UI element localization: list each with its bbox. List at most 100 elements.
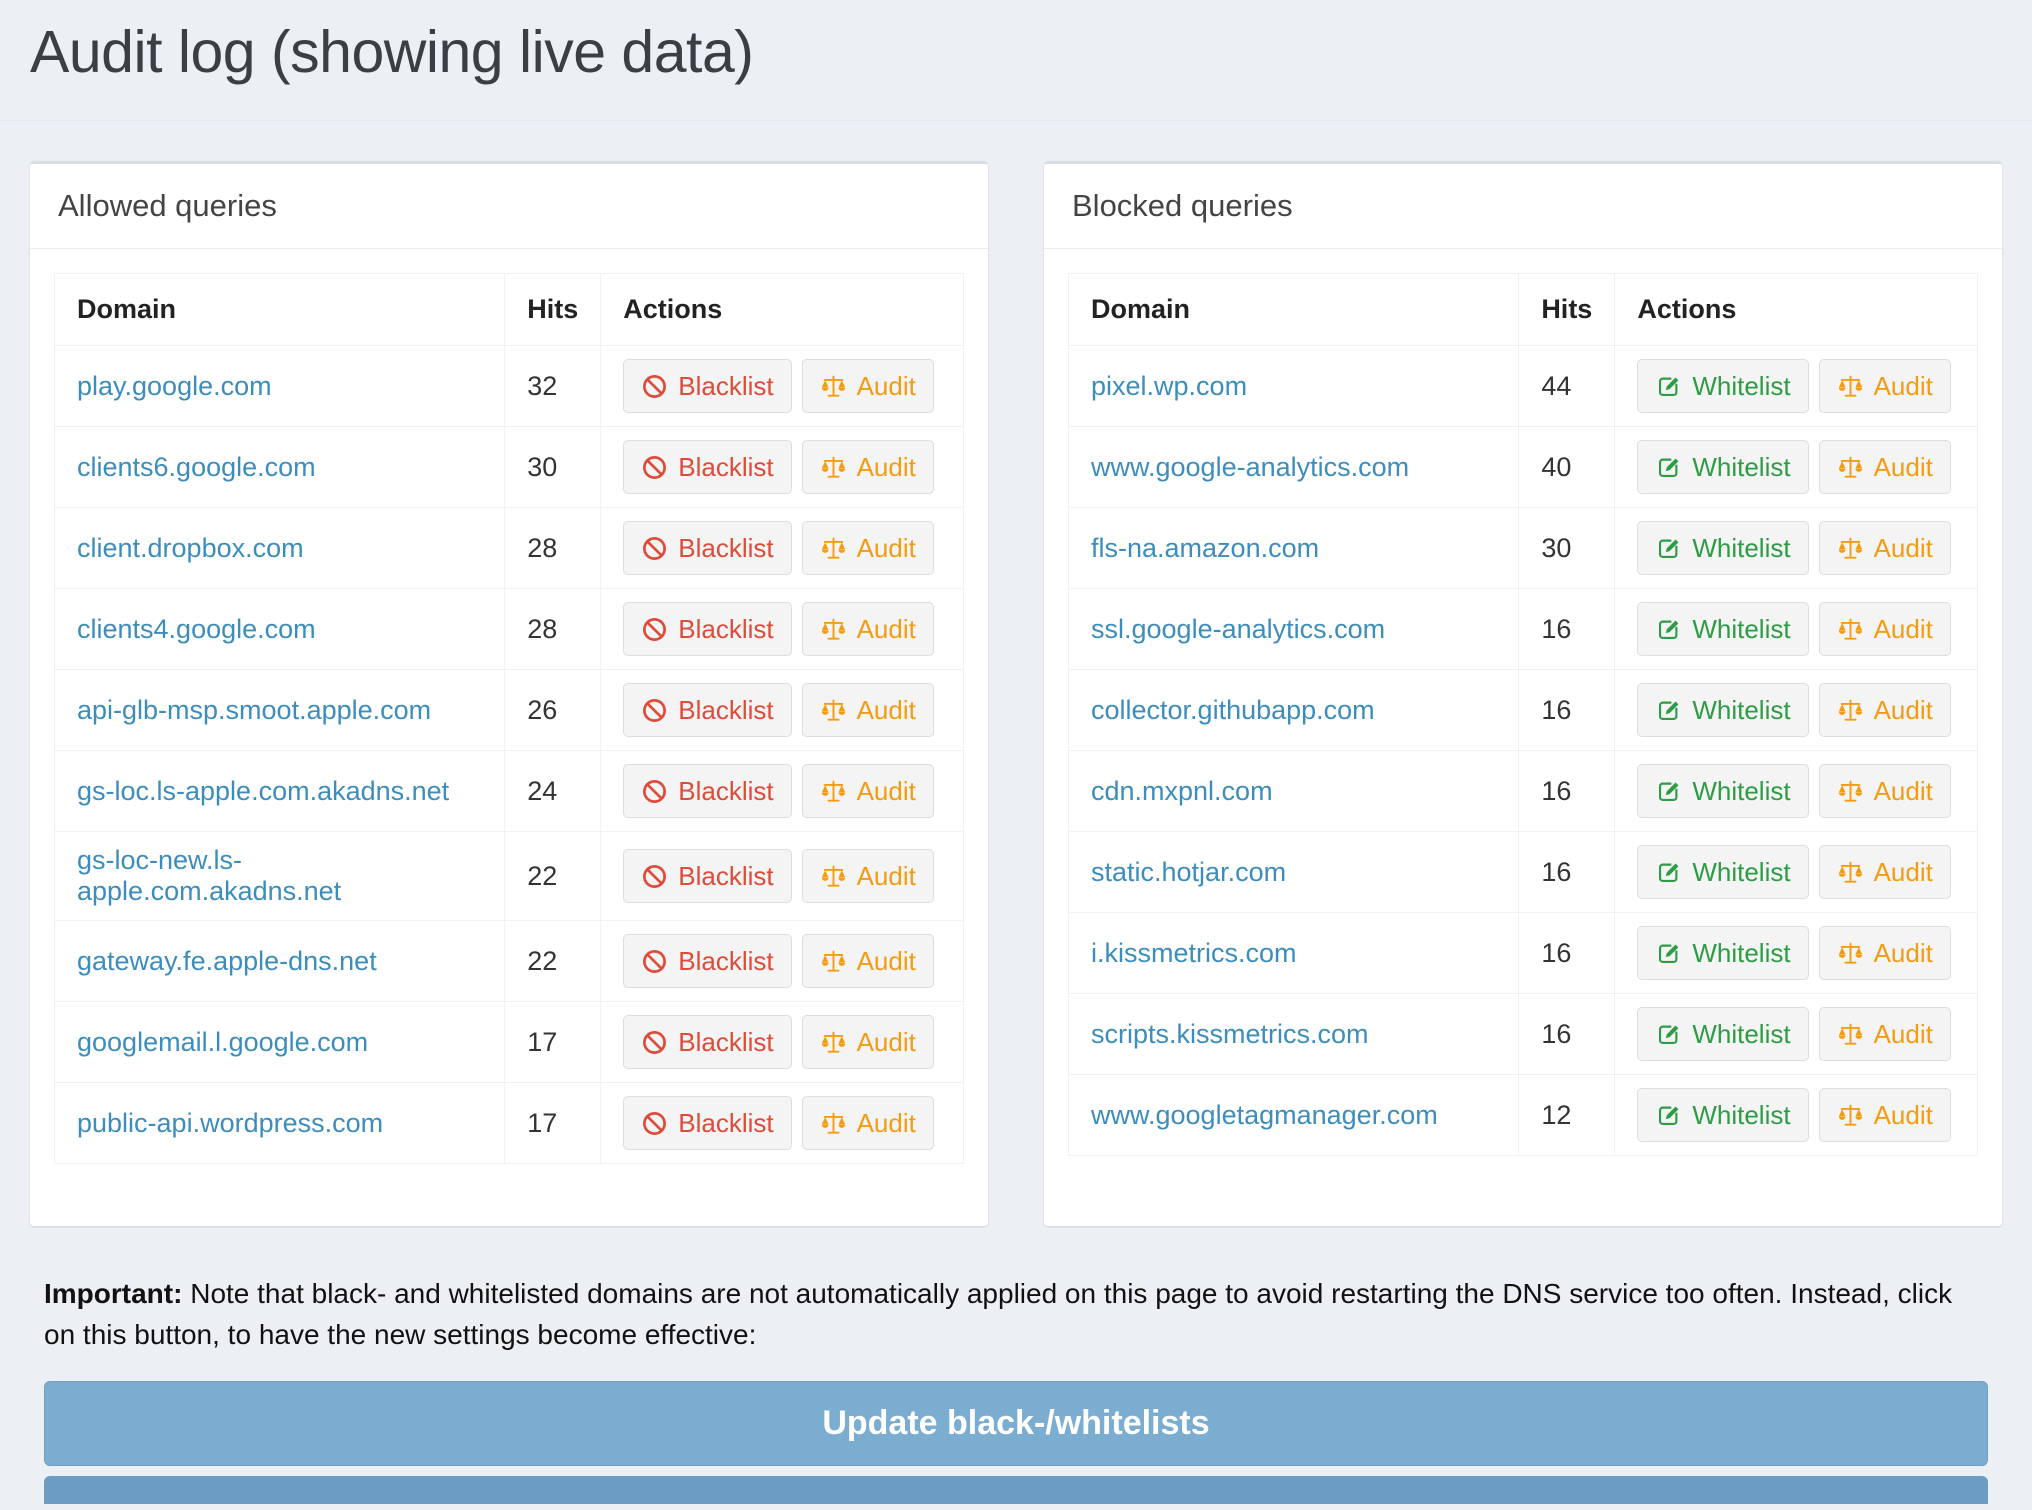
blocked-queries-table: Domain Hits Actions pixel.wp.com 44 Whitel…	[1067, 273, 1978, 1156]
domain-link[interactable]: www.google-analytics.com	[1091, 451, 1410, 482]
button-label: Blacklist	[678, 533, 774, 563]
domain-link[interactable]: ssl.google-analytics.com	[1091, 613, 1386, 644]
hits-cell: 22	[504, 920, 602, 1002]
whitelist-button[interactable]: Whitelist	[1637, 602, 1809, 656]
domain-link[interactable]: gs-loc-new.ls-apple.com.akadns.net	[77, 845, 342, 906]
domain-link[interactable]: clients6.google.com	[77, 451, 316, 482]
button-label: Audit	[856, 1027, 916, 1057]
domain-link[interactable]: clients4.google.com	[77, 613, 316, 644]
table-row: clients4.google.com 28 Blacklist Audit	[53, 588, 964, 670]
ban-icon	[641, 535, 668, 562]
button-label: Audit	[1873, 1019, 1933, 1049]
whitelist-button[interactable]: Whitelist	[1637, 1088, 1809, 1142]
hits-cell: 40	[1518, 426, 1616, 508]
domain-link[interactable]: scripts.kissmetrics.com	[1091, 1018, 1369, 1049]
domain-link[interactable]: gateway.fe.apple-dns.net	[77, 945, 377, 976]
blacklist-button[interactable]: Blacklist	[623, 764, 792, 818]
audit-button[interactable]: Audit	[801, 359, 934, 413]
blacklist-button[interactable]: Blacklist	[623, 440, 792, 494]
whitelist-button[interactable]: Whitelist	[1637, 926, 1809, 980]
audit-button[interactable]: Audit	[1818, 683, 1951, 737]
ban-icon	[641, 616, 668, 643]
audit-button[interactable]: Audit	[1818, 602, 1951, 656]
audit-button[interactable]: Audit	[801, 1096, 934, 1150]
actions-cell: Whitelist Audit	[1614, 993, 1978, 1075]
audit-button[interactable]: Audit	[801, 764, 934, 818]
audit-button[interactable]: Audit	[801, 683, 934, 737]
scales-icon	[820, 697, 847, 724]
domain-link[interactable]: play.google.com	[77, 370, 272, 401]
whitelist-button[interactable]: Whitelist	[1637, 845, 1809, 899]
domain-link[interactable]: gs-loc.ls-apple.com.akadns.net	[77, 775, 450, 806]
important-note-text: Note that black- and whitelisted domains…	[44, 1278, 1953, 1350]
whitelist-button[interactable]: Whitelist	[1637, 1007, 1809, 1061]
domain-link[interactable]: api-glb-msp.smoot.apple.com	[77, 694, 432, 725]
audit-button[interactable]: Audit	[1818, 845, 1951, 899]
whitelist-button[interactable]: Whitelist	[1637, 764, 1809, 818]
content-header: Audit log (showing live data)	[0, 0, 2032, 121]
domain-cell: googlemail.l.google.com	[53, 1001, 506, 1083]
domain-link[interactable]: static.hotjar.com	[1091, 856, 1287, 887]
button-label: Blacklist	[678, 861, 774, 891]
domain-link[interactable]: googlemail.l.google.com	[77, 1026, 369, 1057]
button-label: Blacklist	[678, 1108, 774, 1138]
hits-cell: 16	[1518, 588, 1616, 670]
table-row: gateway.fe.apple-dns.net 22 Blacklist Audit	[53, 920, 964, 1002]
table-row: ssl.google-analytics.com 16 Whitelist Audit	[1067, 588, 1978, 670]
ban-icon	[641, 1029, 668, 1056]
audit-button[interactable]: Audit	[1818, 440, 1951, 494]
table-row: gs-loc-new.ls-apple.com.akadns.net 22 Blac…	[53, 831, 964, 921]
audit-button[interactable]: Audit	[801, 849, 934, 903]
audit-button[interactable]: Audit	[1818, 764, 1951, 818]
actions-column-header: Actions	[1614, 273, 1978, 346]
scales-icon	[1837, 1102, 1864, 1129]
domain-link[interactable]: www.googletagmanager.com	[1091, 1099, 1438, 1130]
update-lists-button[interactable]: Update black-/whitelists	[44, 1381, 1988, 1467]
domain-link[interactable]: client.dropbox.com	[77, 532, 304, 563]
audit-button[interactable]: Audit	[801, 521, 934, 575]
button-label: Audit	[1873, 938, 1933, 968]
actions-cell: Blacklist Audit	[600, 345, 964, 427]
blacklist-button[interactable]: Blacklist	[623, 1096, 792, 1150]
whitelist-button[interactable]: Whitelist	[1637, 440, 1809, 494]
scales-icon	[1837, 940, 1864, 967]
blacklist-button[interactable]: Blacklist	[623, 1015, 792, 1069]
scales-icon	[1837, 454, 1864, 481]
whitelist-button[interactable]: Whitelist	[1637, 521, 1809, 575]
blacklist-button[interactable]: Blacklist	[623, 683, 792, 737]
audit-button[interactable]: Audit	[1818, 521, 1951, 575]
domain-link[interactable]: cdn.mxpnl.com	[1091, 775, 1273, 806]
audit-button[interactable]: Audit	[1818, 1088, 1951, 1142]
edit-icon	[1655, 859, 1682, 886]
scales-icon	[820, 373, 847, 400]
blacklist-button[interactable]: Blacklist	[623, 359, 792, 413]
domain-link[interactable]: fls-na.amazon.com	[1091, 532, 1320, 563]
blacklist-button[interactable]: Blacklist	[623, 849, 792, 903]
domain-link[interactable]: public-api.wordpress.com	[77, 1107, 384, 1138]
whitelist-button[interactable]: Whitelist	[1637, 683, 1809, 737]
audit-button[interactable]: Audit	[801, 1015, 934, 1069]
button-label: Whitelist	[1692, 614, 1791, 644]
blacklist-button[interactable]: Blacklist	[623, 934, 792, 988]
table-row: public-api.wordpress.com 17 Blacklist Audit	[53, 1082, 964, 1164]
audit-button[interactable]: Audit	[801, 602, 934, 656]
blacklist-button[interactable]: Blacklist	[623, 521, 792, 575]
domain-link[interactable]: pixel.wp.com	[1091, 370, 1248, 401]
blacklist-button[interactable]: Blacklist	[623, 602, 792, 656]
button-label: Whitelist	[1692, 452, 1791, 482]
domain-link[interactable]: i.kissmetrics.com	[1091, 937, 1297, 968]
audit-button[interactable]: Audit	[1818, 1007, 1951, 1061]
table-row: clients6.google.com 30 Blacklist Audit	[53, 426, 964, 508]
button-label: Audit	[856, 533, 916, 563]
domain-link[interactable]: collector.githubapp.com	[1091, 694, 1375, 725]
audit-button[interactable]: Audit	[801, 440, 934, 494]
allowed-table-body: play.google.com 32 Blacklist Audit clients6.…	[53, 345, 964, 1164]
allowed-queries-panel: Allowed queries Domain Hits Actions play…	[30, 161, 988, 1226]
audit-button[interactable]: Audit	[1818, 926, 1951, 980]
whitelist-button[interactable]: Whitelist	[1637, 359, 1809, 413]
button-label: Whitelist	[1692, 1019, 1791, 1049]
actions-cell: Whitelist Audit	[1614, 912, 1978, 994]
audit-button[interactable]: Audit	[801, 934, 934, 988]
audit-button[interactable]: Audit	[1818, 359, 1951, 413]
